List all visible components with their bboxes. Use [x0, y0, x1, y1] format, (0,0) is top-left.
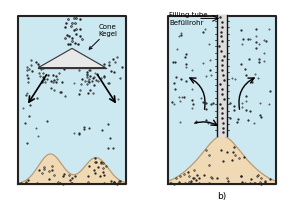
Text: Filling tube
Befüllrohr: Filling tube Befüllrohr: [169, 12, 208, 26]
Text: Cone
Kegel: Cone Kegel: [89, 24, 117, 49]
Polygon shape: [168, 16, 276, 184]
Polygon shape: [217, 15, 227, 136]
Polygon shape: [18, 16, 126, 184]
Text: b): b): [218, 192, 226, 200]
Polygon shape: [38, 48, 106, 68]
